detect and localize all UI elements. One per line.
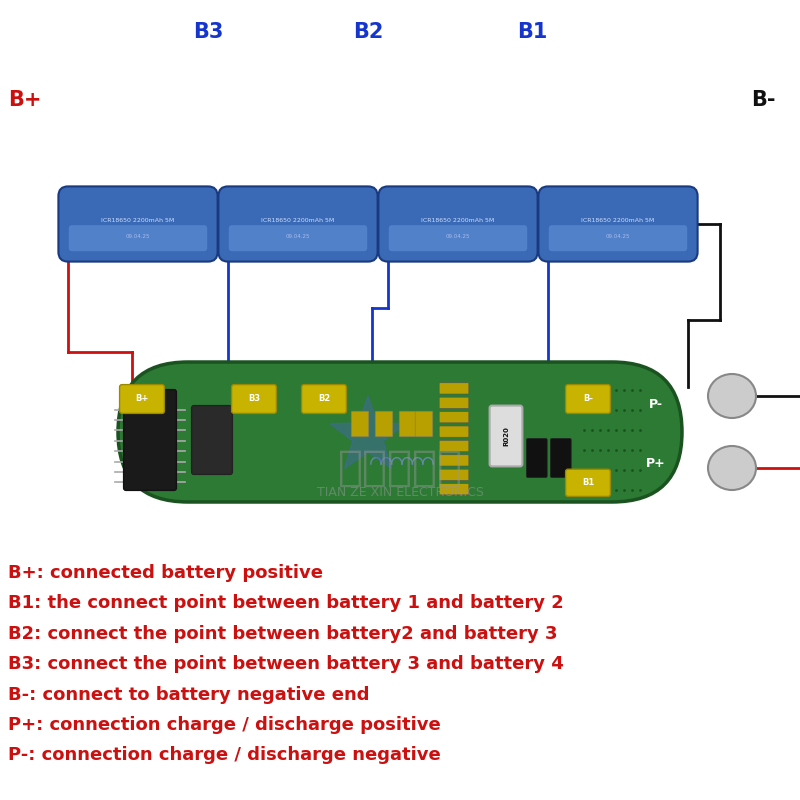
FancyBboxPatch shape — [378, 186, 538, 262]
FancyBboxPatch shape — [351, 411, 369, 437]
Text: B2: B2 — [353, 22, 383, 42]
Text: P+: P+ — [646, 458, 666, 470]
Text: P-: connection charge / discharge negative: P-: connection charge / discharge negati… — [8, 746, 441, 765]
Polygon shape — [330, 396, 406, 468]
FancyBboxPatch shape — [302, 385, 346, 414]
Text: 09.04.25: 09.04.25 — [606, 234, 630, 238]
FancyBboxPatch shape — [538, 186, 698, 262]
FancyBboxPatch shape — [439, 440, 469, 451]
FancyBboxPatch shape — [415, 411, 433, 437]
FancyBboxPatch shape — [490, 406, 522, 466]
FancyBboxPatch shape — [439, 426, 469, 437]
FancyBboxPatch shape — [526, 438, 547, 478]
Text: 09.04.25: 09.04.25 — [286, 234, 310, 238]
Text: B-: B- — [751, 90, 776, 110]
Text: B2: connect the point between battery2 and battery 3: B2: connect the point between battery2 a… — [8, 625, 558, 643]
FancyBboxPatch shape — [439, 454, 469, 466]
FancyBboxPatch shape — [550, 438, 571, 478]
FancyBboxPatch shape — [439, 483, 469, 494]
Text: B1: B1 — [582, 478, 594, 487]
FancyBboxPatch shape — [549, 226, 687, 251]
FancyBboxPatch shape — [399, 411, 417, 437]
FancyBboxPatch shape — [566, 385, 610, 414]
Text: ICR18650 2200mAh 5M: ICR18650 2200mAh 5M — [102, 218, 174, 222]
FancyBboxPatch shape — [439, 397, 469, 408]
Text: B-: B- — [583, 394, 593, 403]
FancyBboxPatch shape — [229, 226, 367, 251]
Text: B+: B+ — [8, 90, 42, 110]
FancyBboxPatch shape — [218, 186, 378, 262]
FancyBboxPatch shape — [123, 390, 176, 490]
Text: B+: B+ — [135, 394, 149, 403]
Text: 09.04.25: 09.04.25 — [446, 234, 470, 238]
FancyBboxPatch shape — [566, 469, 610, 496]
FancyBboxPatch shape — [58, 186, 218, 262]
Text: 天津芯电子: 天津芯电子 — [338, 447, 462, 489]
Text: TIAN ZE XIN ELECTRONICS: TIAN ZE XIN ELECTRONICS — [317, 486, 483, 498]
Text: B1: the connect point between battery 1 and battery 2: B1: the connect point between battery 1 … — [8, 594, 564, 613]
FancyBboxPatch shape — [375, 411, 393, 437]
FancyBboxPatch shape — [389, 226, 527, 251]
Text: B-: connect to battery negative end: B-: connect to battery negative end — [8, 686, 370, 704]
Text: B+: connected battery positive: B+: connected battery positive — [8, 564, 323, 582]
Text: P+: connection charge / discharge positive: P+: connection charge / discharge positi… — [8, 716, 441, 734]
FancyBboxPatch shape — [120, 385, 165, 414]
Text: R020: R020 — [503, 426, 509, 446]
FancyBboxPatch shape — [439, 469, 469, 480]
Text: ICR18650 2200mAh 5M: ICR18650 2200mAh 5M — [262, 218, 334, 222]
Ellipse shape — [708, 446, 756, 490]
Text: B3: connect the point between battery 3 and battery 4: B3: connect the point between battery 3 … — [8, 655, 564, 674]
FancyBboxPatch shape — [439, 411, 469, 422]
Text: B1: B1 — [517, 22, 547, 42]
Text: 09.04.25: 09.04.25 — [126, 234, 150, 238]
Text: P-: P- — [649, 398, 663, 410]
FancyBboxPatch shape — [232, 385, 277, 414]
Text: ICR18650 2200mAh 5M: ICR18650 2200mAh 5M — [422, 218, 494, 222]
Text: B2: B2 — [318, 394, 330, 403]
FancyBboxPatch shape — [69, 226, 207, 251]
FancyBboxPatch shape — [192, 406, 232, 474]
FancyBboxPatch shape — [118, 362, 682, 502]
Text: B3: B3 — [193, 22, 223, 42]
Ellipse shape — [708, 374, 756, 418]
FancyBboxPatch shape — [439, 382, 469, 394]
Text: ICR18650 2200mAh 5M: ICR18650 2200mAh 5M — [582, 218, 654, 222]
Text: B3: B3 — [248, 394, 260, 403]
